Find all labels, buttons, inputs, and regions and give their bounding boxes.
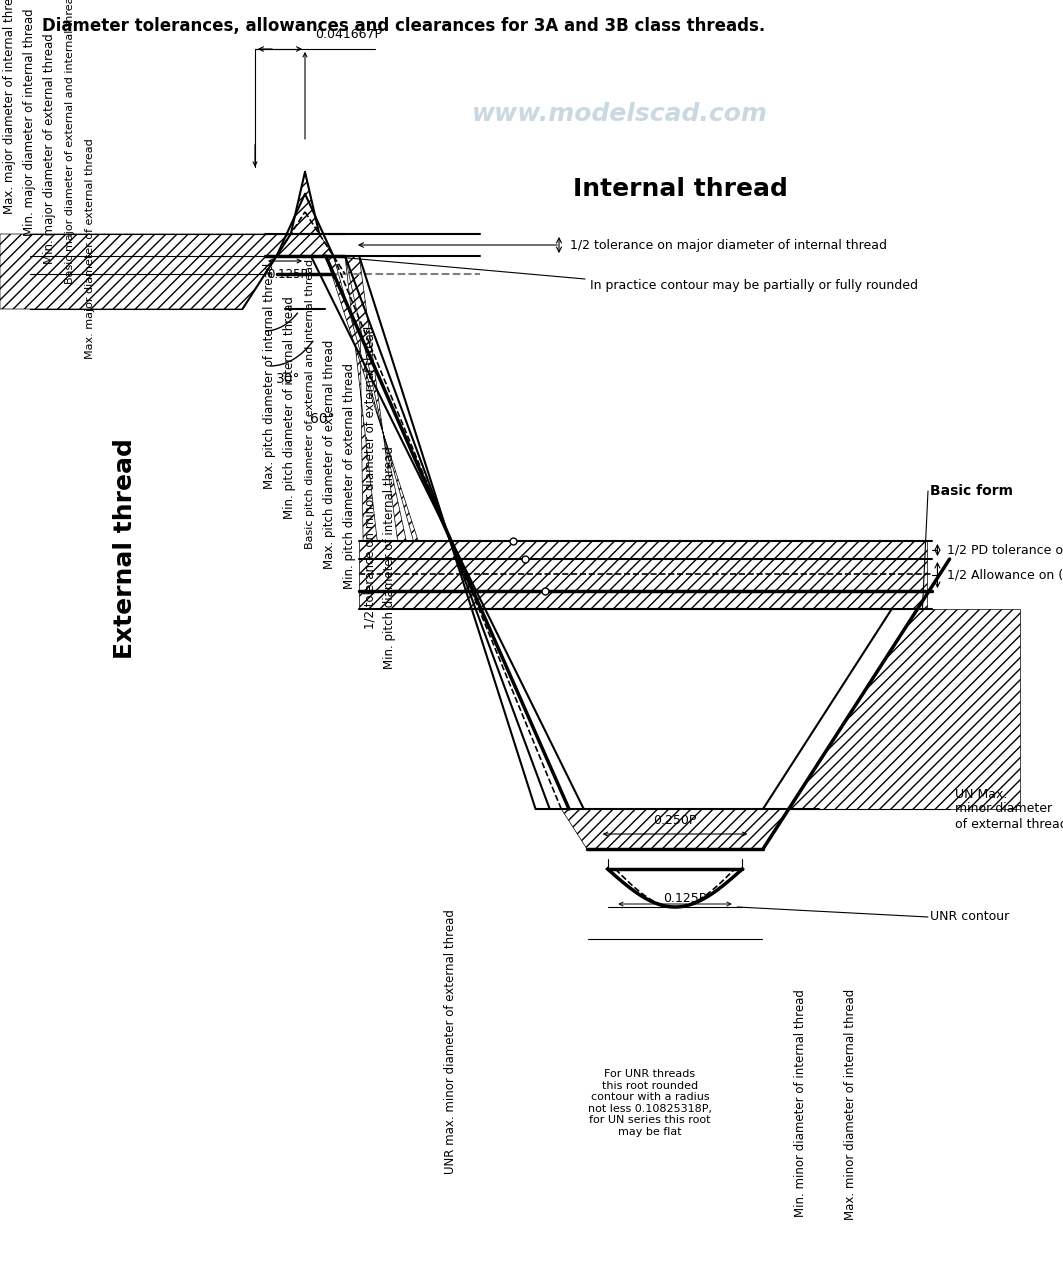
Polygon shape <box>345 256 377 541</box>
Text: Min. major diameter of internal thread: Min. major diameter of internal thread <box>23 9 36 236</box>
Text: Max. pitch diameter of external thread: Max. pitch diameter of external thread <box>323 340 337 569</box>
Text: Diameter tolerances, allowances and clearances for 3A and 3B class threads.: Diameter tolerances, allowances and clea… <box>43 16 765 36</box>
Polygon shape <box>325 256 440 609</box>
Text: In practice contour may be partially or fully rounded: In practice contour may be partially or … <box>590 279 918 292</box>
Text: 0.250P: 0.250P <box>654 813 696 827</box>
Polygon shape <box>789 609 1020 810</box>
Text: Max. major diameter of internal thread: Max. major diameter of internal thread <box>3 0 17 214</box>
Text: UNR max. minor diameter of external thread: UNR max. minor diameter of external thre… <box>443 909 456 1174</box>
Text: Min. pitch diameter of internal thread: Min. pitch diameter of internal thread <box>384 447 396 669</box>
Text: UNR contour: UNR contour <box>930 910 1009 924</box>
Text: Internal thread: Internal thread <box>573 176 788 201</box>
Text: Basic form: Basic form <box>930 483 1013 497</box>
Polygon shape <box>561 810 789 849</box>
Text: Basic major diameter of external and internal thread: Basic major diameter of external and int… <box>65 0 75 284</box>
Polygon shape <box>265 233 345 256</box>
Text: Min. pitch diameter of internal thread: Min. pitch diameter of internal thread <box>284 296 297 519</box>
Text: 0.125P: 0.125P <box>663 892 707 906</box>
Text: Max. major diameter of external thread: Max. major diameter of external thread <box>85 138 95 359</box>
Text: Min. minor diameter of internal thread: Min. minor diameter of internal thread <box>793 989 807 1217</box>
Text: 30°: 30° <box>275 372 300 386</box>
Text: 1/2 tolerance on major diameter of internal thread: 1/2 tolerance on major diameter of inter… <box>570 239 887 251</box>
Text: UN Max.
minor diameter
of external thread: UN Max. minor diameter of external threa… <box>955 788 1063 830</box>
Text: Min. major diameter of external thread: Min. major diameter of external thread <box>44 33 56 264</box>
Polygon shape <box>0 233 291 308</box>
Text: For UNR threads
this root rounded
contour with a radius
not less 0.10825318P,
fo: For UNR threads this root rounded contou… <box>588 1068 712 1137</box>
Text: 60°: 60° <box>310 412 335 426</box>
Text: Min. pitch diameter of external thread: Min. pitch diameter of external thread <box>343 363 356 589</box>
Text: Max. pitch diameter of internal thread: Max. pitch diameter of internal thread <box>264 263 276 489</box>
Polygon shape <box>359 541 927 609</box>
Text: www.modelscad.com: www.modelscad.com <box>472 102 767 126</box>
Text: 1/2 PD tolerance on internal thread: 1/2 PD tolerance on internal thread <box>947 543 1063 557</box>
Polygon shape <box>345 256 421 609</box>
Polygon shape <box>291 171 319 233</box>
Text: 1/2 tolerance on minor diameter of external thread: 1/2 tolerance on minor diameter of exter… <box>364 326 376 629</box>
Text: 0.125P: 0.125P <box>267 268 307 280</box>
Text: External thread: External thread <box>113 439 137 660</box>
Text: Basic pitch diameter of external and internal thread: Basic pitch diameter of external and int… <box>305 259 315 549</box>
Text: 0.041667P: 0.041667P <box>315 28 382 41</box>
Text: 1/2 Allowance on (external thread): 1/2 Allowance on (external thread) <box>947 569 1063 581</box>
Text: Max. minor diameter of internal thread: Max. minor diameter of internal thread <box>844 989 857 1221</box>
